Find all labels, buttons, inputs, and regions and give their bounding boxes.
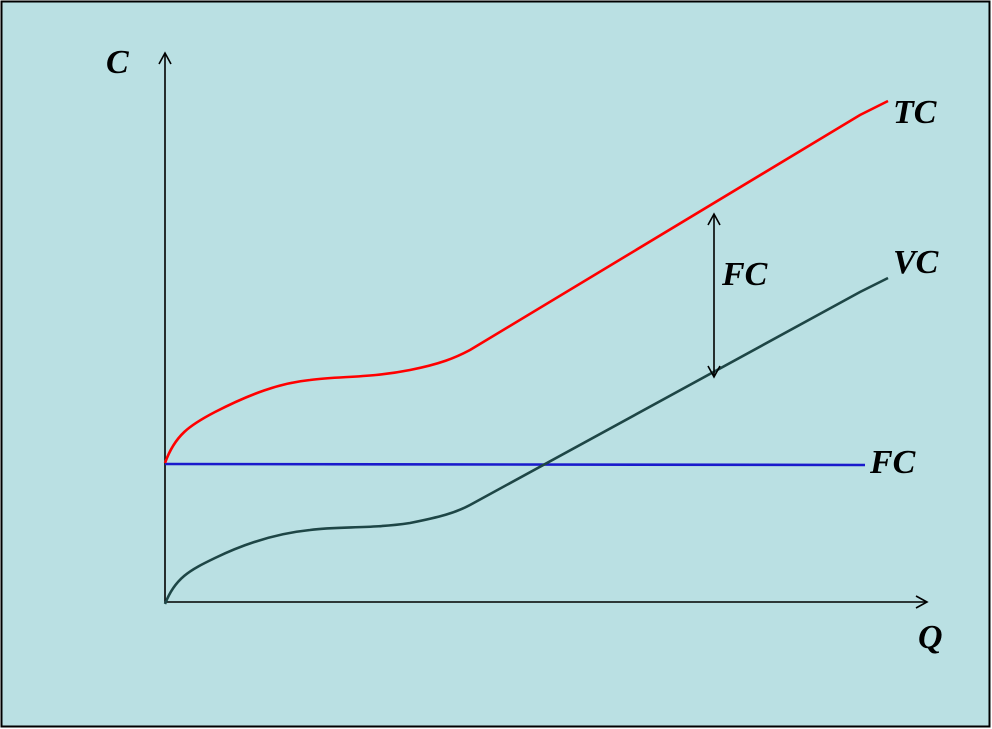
tc-label: TC — [893, 94, 937, 131]
vc-label: VC — [893, 244, 939, 281]
y-axis-label: C — [106, 44, 129, 81]
fc-label: FC — [869, 444, 916, 481]
fc-curve — [164, 462, 866, 467]
fc-gap-label: FC — [721, 256, 768, 293]
tc-curve — [163, 99, 889, 464]
vc-curve — [163, 276, 889, 605]
x-axis-label: Q — [918, 619, 943, 656]
